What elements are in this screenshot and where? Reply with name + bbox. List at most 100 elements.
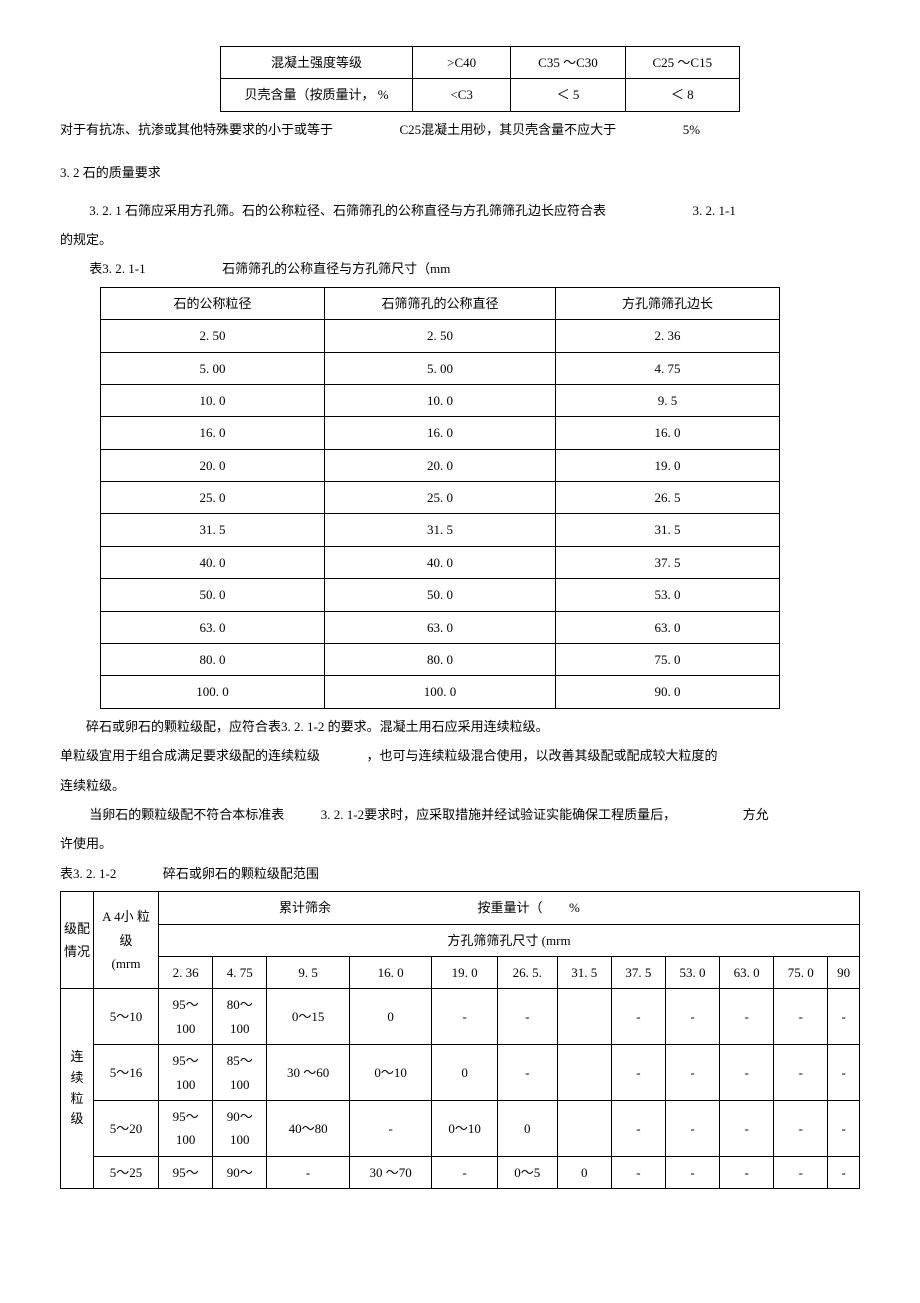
table-header: 4. 75 <box>213 956 267 988</box>
header-text: (mrm <box>112 956 141 971</box>
table-sieve-sizes: 石的公称粒径 石筛筛孔的公称直径 方孔筛筛孔边长 2. 502. 502. 36… <box>100 287 780 709</box>
table-header: 26. 5. <box>497 956 557 988</box>
table-header: 累计筛余 按重量计（ % <box>159 892 860 924</box>
note-text: 5% <box>683 122 700 137</box>
paragraph-text: 当卵石的颗粒级配不符合本标准表 <box>89 807 284 822</box>
table-cell: 40～80 <box>267 1100 350 1156</box>
table-row: 5. 005. 004. 75 <box>101 352 780 384</box>
table-cell: 5～10 <box>94 989 159 1045</box>
paragraph: 碎石或卵石的颗粒级配，应符合表3. 2. 1-2 的要求。混凝土用石应采用连续粒… <box>60 715 860 738</box>
table-cell: 50. 0 <box>101 579 325 611</box>
table-row: 80. 080. 075. 0 <box>101 644 780 676</box>
table-cell <box>557 1100 611 1156</box>
table-cell: 75. 0 <box>555 644 779 676</box>
table-cell: 0 <box>497 1100 557 1156</box>
header-text: 按重量计（ <box>478 900 543 915</box>
table-cell: 5. 00 <box>101 352 325 384</box>
table-header: 方孔筛筛孔尺寸 (mrm <box>159 924 860 956</box>
table-cell: 40. 0 <box>325 546 556 578</box>
table-cell: - <box>828 989 860 1045</box>
table-cell: 4. 75 <box>555 352 779 384</box>
table-header: 31. 5 <box>557 956 611 988</box>
table-row: 级配情况 A 4小 粒级 (mrm 累计筛余 按重量计（ % <box>61 892 860 924</box>
table-header: 19. 0 <box>432 956 498 988</box>
paragraph: 3. 2. 1 石筛应采用方孔筛。石的公称粒径、石筛筛孔的公称直径与方孔筛筛孔边… <box>60 199 860 222</box>
table-cell: - <box>720 1045 774 1101</box>
table-row: 63. 063. 063. 0 <box>101 611 780 643</box>
table-cell <box>557 989 611 1045</box>
table-cell: 80. 0 <box>325 644 556 676</box>
table-cell: 40. 0 <box>101 546 325 578</box>
table-header: 90 <box>828 956 860 988</box>
table-cell: 95～100 <box>159 989 213 1045</box>
table-cell: 90. 0 <box>555 676 779 708</box>
table-cell: - <box>665 1156 719 1188</box>
table-cell: 90～100 <box>213 1100 267 1156</box>
table-cell: 80～100 <box>213 989 267 1045</box>
table-cell: 63. 0 <box>101 611 325 643</box>
table-row: 50. 050. 053. 0 <box>101 579 780 611</box>
table-cell: 16. 0 <box>325 417 556 449</box>
header-text: A 4小 粒级 <box>102 909 150 947</box>
table-header: 63. 0 <box>720 956 774 988</box>
table-cell: 2. 50 <box>101 320 325 352</box>
table-cell: 95～ <box>159 1156 213 1188</box>
paragraph-text: 方允 <box>743 807 769 822</box>
table-cell: - <box>720 989 774 1045</box>
table-cell: 2. 36 <box>555 320 779 352</box>
note-text: 对于有抗冻、抗渗或其他特殊要求的小于或等于 <box>60 122 333 137</box>
table-cell: 0～10 <box>349 1045 432 1101</box>
table-cell: - <box>497 989 557 1045</box>
table-cell: - <box>432 1156 498 1188</box>
table-cell: 100. 0 <box>101 676 325 708</box>
table-cell: 5. 00 <box>325 352 556 384</box>
table-header: 37. 5 <box>611 956 665 988</box>
table-cell: 31. 5 <box>555 514 779 546</box>
table-cell: - <box>665 1045 719 1101</box>
table-cell: - <box>720 1156 774 1188</box>
table-cell: 26. 5 <box>555 482 779 514</box>
table-cell: 5～25 <box>94 1156 159 1188</box>
table-cell: 0 <box>349 989 432 1045</box>
group-label: 连续粒级 <box>61 989 94 1189</box>
table-cell: - <box>349 1100 432 1156</box>
table-header: 石筛筛孔的公称直径 <box>325 287 556 319</box>
paragraph: 的规定。 <box>60 228 860 251</box>
table-cell: 80. 0 <box>101 644 325 676</box>
table-cell <box>557 1045 611 1101</box>
table-cell: ＜ 8 <box>625 79 739 111</box>
table-cell: 19. 0 <box>555 449 779 481</box>
caption-number: 表3. 2. 1-1 <box>89 261 145 276</box>
table-cell: - <box>611 1100 665 1156</box>
table-cell: 90～ <box>213 1156 267 1188</box>
table-caption: 表3. 2. 1-1 石筛筛孔的公称直径与方孔筛尺寸（mm <box>60 257 860 280</box>
header-text: 级配情况 <box>64 921 90 959</box>
table-cell: 9. 5 <box>555 384 779 416</box>
table-row: 25. 025. 026. 5 <box>101 482 780 514</box>
paragraph-text: 3. 2. 1-1 <box>693 203 736 218</box>
table-cell: - <box>497 1045 557 1101</box>
table-cell: - <box>774 1045 828 1101</box>
table-header: 16. 0 <box>349 956 432 988</box>
paragraph: 许使用。 <box>60 832 860 855</box>
paragraph-text: 3. 2. 1-2要求时，应采取措施并经试验证实能确保工程质量后， <box>321 807 676 822</box>
table-cell: 95～100 <box>159 1100 213 1156</box>
header-text: % <box>569 900 580 915</box>
table-row: 100. 0100. 090. 0 <box>101 676 780 708</box>
table-cell: 37. 5 <box>555 546 779 578</box>
paragraph: 连续粒级。 <box>60 774 860 797</box>
table-cell: - <box>611 989 665 1045</box>
table-header: C25 ～C15 <box>625 47 739 79</box>
table-cell: - <box>665 1100 719 1156</box>
table-cell: - <box>611 1156 665 1188</box>
table-cell: 20. 0 <box>101 449 325 481</box>
table-cell: 85～100 <box>213 1045 267 1101</box>
caption-number: 表3. 2. 1-2 <box>60 866 116 881</box>
table-header: 混凝土强度等级 <box>221 47 413 79</box>
table-cell: 25. 0 <box>325 482 556 514</box>
table-row: 20. 020. 019. 0 <box>101 449 780 481</box>
paragraph: 单粒级宜用于组合成满足要求级配的连续粒级 ，也可与连续粒级混合使用，以改善其级配… <box>60 744 860 767</box>
table-cell: 5～20 <box>94 1100 159 1156</box>
table-row: 2. 364. 759. 516. 019. 026. 5.31. 537. 5… <box>61 956 860 988</box>
paragraph-text: ，也可与连续粒级混合使用，以改善其级配或配成较大粒度的 <box>367 748 718 763</box>
